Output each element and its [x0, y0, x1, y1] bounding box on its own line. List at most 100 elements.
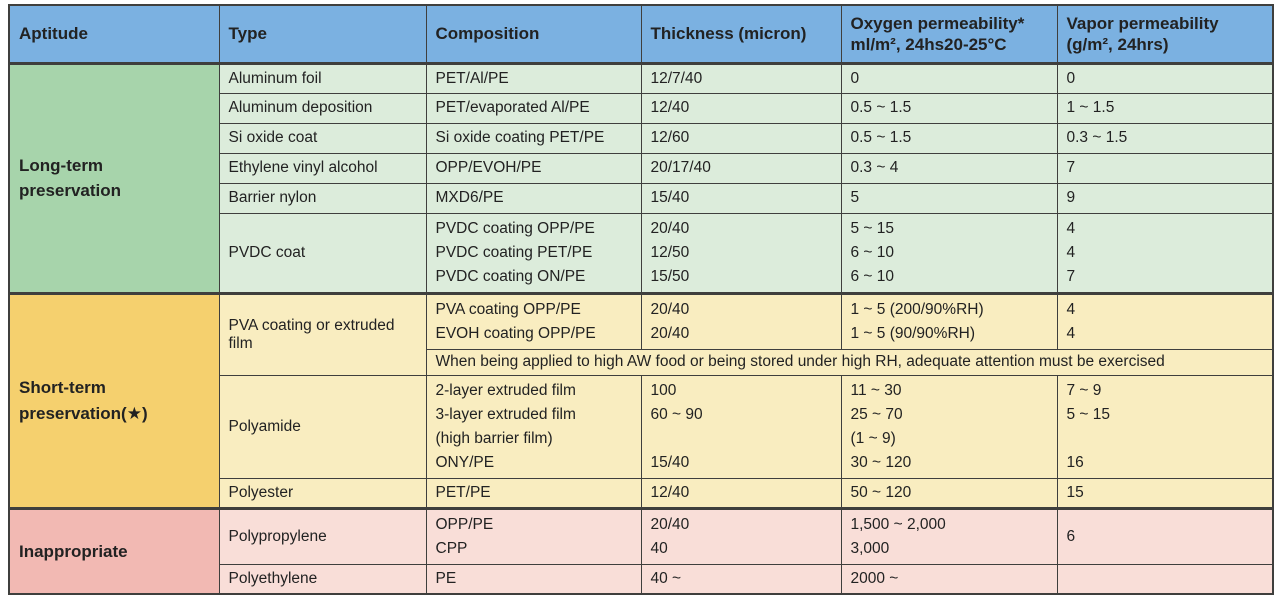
cell-thickness: 20/40 20/40 — [640, 291, 842, 350]
cell-vapor — [1056, 563, 1274, 595]
cell-line — [1067, 427, 1264, 451]
cell-composition: PET/PE — [425, 477, 642, 509]
cell-vapor: 9 — [1056, 182, 1274, 214]
cell-oxygen: 2000 ~ — [840, 563, 1058, 595]
cell-oxygen: 1,500 ~ 2,000 3,000 — [840, 506, 1058, 565]
header-line: ml/m², 24hs20-25°C — [850, 34, 1007, 54]
cell-vapor: 4 4 7 — [1056, 212, 1274, 294]
cell-line: 15/50 — [650, 267, 690, 285]
cell-type: Si oxide coat — [218, 122, 427, 154]
cell-oxygen: 0.5 ~ 1.5 — [840, 122, 1058, 154]
cell-line: 16 — [1066, 453, 1084, 471]
cell-line: 4 — [1066, 243, 1076, 261]
cell-line: 4 — [1066, 324, 1076, 342]
cell-line: 100 — [650, 381, 677, 399]
cell-vapor: 7 — [1056, 152, 1274, 184]
cell-type: Aluminum deposition — [218, 92, 427, 124]
cell-line: 60 ~ 90 — [650, 405, 703, 423]
table-row: Barrier nylon MXD6/PE 15/40 5 9 — [9, 182, 1274, 214]
cell-type: Polyamide — [218, 374, 427, 479]
cell-line: 25 ~ 70 — [850, 405, 903, 423]
cell-vapor: 1 ~ 1.5 — [1056, 92, 1274, 124]
cell-composition: PET/Al/PE — [425, 62, 642, 94]
cell-type: Ethylene vinyl alcohol — [218, 152, 427, 184]
header-line: Vapor permeability — [1066, 13, 1219, 33]
cell-composition: PVA coating OPP/PE EVOH coating OPP/PE — [425, 291, 642, 350]
table-row: PVDC coat PVDC coating OPP/PE PVDC coati… — [9, 212, 1274, 294]
aptitude-cell-long-term: Long-term preservation — [8, 62, 220, 294]
cell-thickness: 15/40 — [640, 182, 842, 214]
header-aptitude: Aptitude — [8, 4, 220, 65]
cell-thickness: 20/40 40 — [640, 506, 842, 565]
cell-composition: OPP/PE CPP — [425, 506, 642, 565]
table-row: Si oxide coat Si oxide coating PET/PE 12… — [9, 122, 1274, 154]
cell-line: 2-layer extruded film — [435, 381, 576, 399]
table-row: Polyester PET/PE 12/40 50 ~ 120 15 — [9, 477, 1274, 509]
cell-thickness: 20/17/40 — [640, 152, 842, 184]
cell-oxygen: 0.3 ~ 4 — [840, 152, 1058, 184]
cell-oxygen: 5 — [840, 182, 1058, 214]
cell-line: 4 — [1066, 300, 1076, 318]
aptitude-cell-inappropriate: Inappropriate — [8, 506, 220, 595]
cell-line: 1 ~ 5 (90/90%RH) — [850, 324, 976, 342]
cell-line: 7 — [1066, 267, 1076, 285]
cell-type: Barrier nylon — [218, 182, 427, 214]
cell-vapor: 7 ~ 9 5 ~ 15 16 — [1056, 374, 1274, 479]
cell-line: 20/40 — [650, 300, 690, 318]
cell-line: CPP — [435, 539, 468, 557]
cell-line: 3,000 — [850, 539, 890, 557]
cell-line: 11 ~ 30 — [850, 381, 902, 399]
cell-composition: 2-layer extruded film 3-layer extruded f… — [425, 374, 642, 479]
cell-line: (high barrier film) — [435, 429, 553, 447]
cell-thickness: 100 60 ~ 90 15/40 — [640, 374, 842, 479]
header-line: Oxygen permeability* — [850, 13, 1025, 33]
table-row: Short-term preservation(★) PVA coating o… — [8, 291, 1274, 509]
cell-type: PVA coating or extruded film — [218, 291, 427, 376]
table-row: Polyamide 2-layer extruded film 3-layer … — [9, 374, 1274, 479]
cell-thickness: 12/40 — [640, 92, 842, 124]
cell-composition: OPP/EVOH/PE — [425, 152, 642, 184]
cell-line: 12/50 — [650, 243, 690, 261]
cell-composition: PVDC coating OPP/PE PVDC coating PET/PE … — [425, 212, 642, 294]
cell-type: Polyethylene — [218, 563, 427, 595]
header-type: Type — [218, 4, 427, 65]
cell-line — [651, 427, 832, 451]
cell-line: PVDC coating ON/PE — [435, 267, 586, 285]
table-row: Aluminum deposition PET/evaporated Al/PE… — [9, 92, 1274, 124]
table-row: Long-term preservation Aluminum foil PET… — [8, 62, 1274, 294]
cell-line: 3-layer extruded film — [435, 405, 576, 423]
cell-line: 15/40 — [650, 453, 690, 471]
cell-oxygen: 0 — [840, 62, 1058, 94]
table-row: Ethylene vinyl alcohol OPP/EVOH/PE 20/17… — [9, 152, 1274, 184]
cell-line: 1 ~ 5 (200/90%RH) — [850, 300, 984, 318]
header-row: Aptitude Type Composition Thickness (mic… — [8, 4, 1274, 65]
header-line: (g/m², 24hrs) — [1066, 34, 1169, 54]
header-oxygen-permeability: Oxygen permeability* ml/m², 24hs20-25°C — [840, 4, 1058, 65]
cell-type: Aluminum foil — [218, 62, 427, 94]
table-row: Polyethylene PE 40 ~ 2000 ~ — [9, 563, 1274, 595]
cell-vapor: 15 — [1056, 477, 1274, 509]
cell-line: 40 — [650, 539, 668, 557]
cell-oxygen: 11 ~ 30 25 ~ 70 (1 ~ 9) 30 ~ 120 — [840, 374, 1058, 479]
cell-line: PVA coating OPP/PE — [435, 300, 581, 318]
cell-line: 4 — [1066, 219, 1076, 237]
cell-vapor: 6 — [1056, 506, 1274, 565]
aptitude-cell-short-term: Short-term preservation(★) — [8, 291, 220, 509]
header-vapor-permeability: Vapor permeability (g/m², 24hrs) — [1056, 4, 1274, 65]
cell-oxygen: 50 ~ 120 — [840, 477, 1058, 509]
cell-oxygen: 0.5 ~ 1.5 — [840, 92, 1058, 124]
cell-line: 30 ~ 120 — [850, 453, 912, 471]
header-thickness: Thickness (micron) — [640, 4, 842, 65]
cell-thickness: 12/60 — [640, 122, 842, 154]
cell-line: 20/40 — [650, 324, 690, 342]
cell-oxygen: 5 ~ 15 6 ~ 10 6 ~ 10 — [840, 212, 1058, 294]
cell-line: EVOH coating OPP/PE — [435, 324, 596, 342]
cell-line: PVDC coating PET/PE — [435, 243, 593, 261]
cell-line: 20/40 — [650, 515, 690, 533]
cell-thickness: 12/40 — [640, 477, 842, 509]
note-cell: When being applied to high AW food or be… — [425, 348, 1274, 376]
cell-line: ONY/PE — [435, 453, 495, 471]
cell-type: PVDC coat — [218, 212, 427, 294]
cell-composition: PET/evaporated Al/PE — [425, 92, 642, 124]
